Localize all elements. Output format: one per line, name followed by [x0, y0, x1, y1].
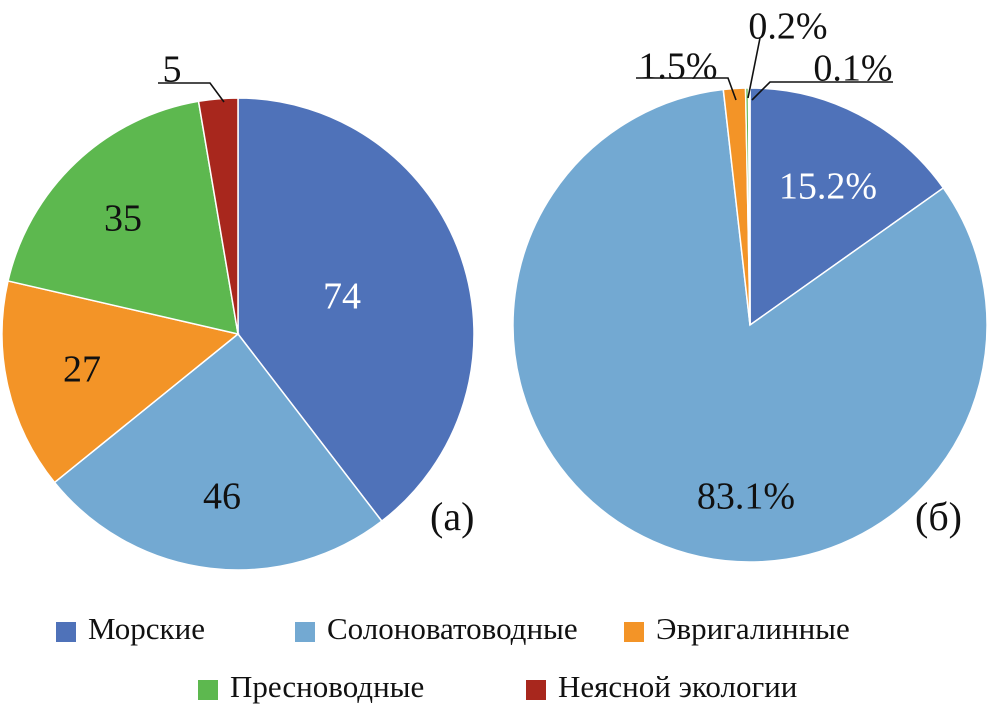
legend-swatch-freshwater: [198, 680, 218, 700]
legend: Морские Солоноватоводные Эвригалинные Пресн…: [56, 611, 850, 704]
slice-freshwater: [7, 100, 239, 335]
data-label-unclear: 0.1%: [813, 48, 892, 90]
slice-marine: [237, 97, 475, 523]
data-label-brackish: 83.1%: [697, 476, 795, 518]
legend-label-brackish: Солоноватоводные: [327, 611, 578, 646]
legend-swatch-brackish: [295, 622, 315, 642]
legend-label-unclear: Неясной экологии: [558, 669, 797, 704]
legend-swatch-marine: [56, 622, 76, 642]
legend-swatch-euryhaline: [624, 622, 644, 642]
slice-brackish: [53, 332, 383, 571]
slice-unclear: [197, 97, 239, 335]
legend-swatch-unclear: [526, 680, 546, 700]
data-label-freshwater: 35: [104, 198, 142, 240]
data-label-freshwater: 0.2%: [748, 6, 827, 48]
data-label-marine: 74: [323, 276, 361, 318]
data-label-marine: 15.2%: [779, 166, 877, 208]
data-label-euryhaline: 1.5%: [638, 46, 717, 88]
panel-label-a: (а): [430, 494, 474, 539]
data-label-brackish: 46: [203, 476, 241, 518]
pie-chart-a: 74 46 27 35 5: [1, 49, 475, 571]
data-label-euryhaline: 27: [63, 349, 101, 391]
slice-marine: [749, 87, 945, 327]
slice-euryhaline: [1, 280, 240, 484]
pie-chart-b: 15.2% 83.1% 1.5% 0.2%0.1%: [512, 6, 988, 563]
leader-line-euryhaline: [636, 77, 737, 101]
legend-label-euryhaline: Эвригалинные: [656, 611, 850, 646]
leader-line-unclear: [158, 82, 225, 103]
legend-label-marine: Морские: [88, 611, 205, 646]
leader-line-unclear: [751, 81, 893, 101]
leader-line-freshwater: [747, 37, 761, 99]
data-label-unclear: 5: [163, 49, 182, 91]
legend-label-freshwater: Пресноводные: [230, 669, 424, 704]
slice-brackish: [512, 88, 988, 563]
panel-label-b: (б): [915, 494, 962, 539]
